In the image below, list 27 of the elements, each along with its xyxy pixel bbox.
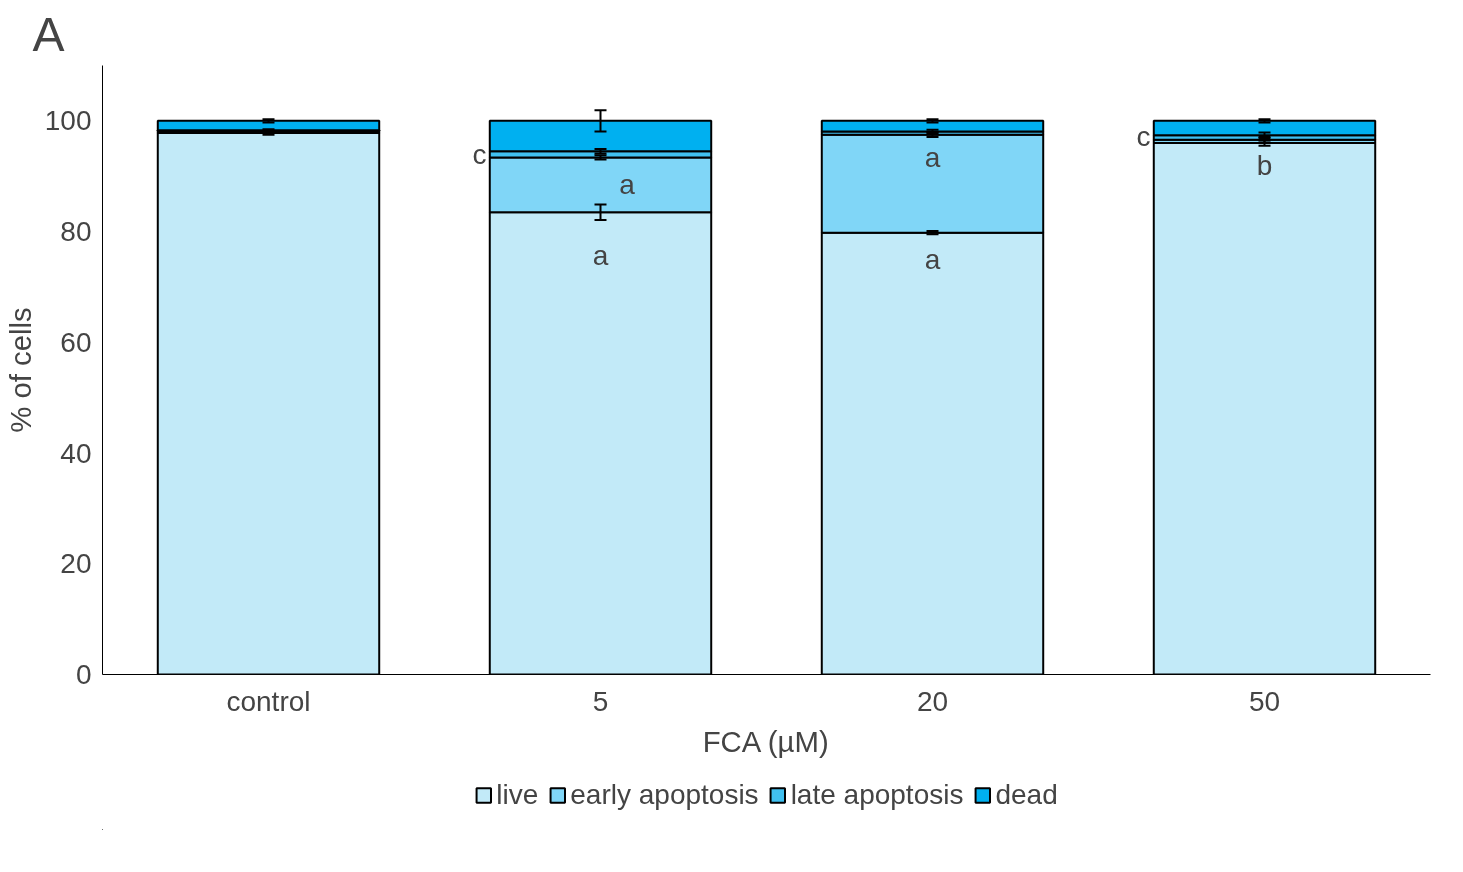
bar bbox=[820, 119, 1045, 133]
x-tick-label: control bbox=[226, 685, 311, 717]
annotation: b bbox=[1256, 149, 1273, 181]
legend-label: late apoptosis bbox=[790, 779, 964, 811]
legend-label: live bbox=[496, 779, 539, 811]
annotation: a bbox=[924, 243, 941, 275]
annotation: c bbox=[1136, 121, 1151, 153]
annotation: a bbox=[592, 239, 609, 271]
y-tick-label: 0 bbox=[75, 659, 92, 690]
bar bbox=[1152, 119, 1377, 137]
bar bbox=[156, 119, 381, 132]
y-tick-label: 40 bbox=[60, 437, 92, 469]
y-axis-title: % of cells bbox=[3, 307, 37, 433]
annotation: c bbox=[472, 138, 487, 170]
x-tick-label: 5 bbox=[592, 685, 609, 717]
y-tick-label: 80 bbox=[60, 216, 92, 248]
annotation: a bbox=[619, 169, 636, 201]
x-axis-title: FCA (µM) bbox=[702, 724, 829, 758]
x-tick-label: 50 bbox=[1248, 685, 1281, 717]
y-tick-label: 100 bbox=[44, 105, 92, 137]
text: A bbox=[32, 7, 65, 61]
y-tick-label: 20 bbox=[60, 548, 92, 580]
x-tick-label: 20 bbox=[916, 685, 949, 717]
annotation: a bbox=[924, 142, 941, 174]
legend-label: dead bbox=[995, 779, 1058, 811]
legend-label: early apoptosis bbox=[570, 779, 759, 811]
y-tick-label: 60 bbox=[60, 326, 92, 358]
